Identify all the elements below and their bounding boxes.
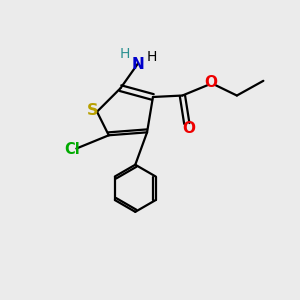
Text: H: H <box>120 47 130 61</box>
Text: O: O <box>205 75 218 90</box>
Text: N: N <box>132 57 145 72</box>
Text: Cl: Cl <box>64 142 80 158</box>
Text: S: S <box>87 103 98 118</box>
Text: O: O <box>182 121 195 136</box>
Text: H: H <box>146 50 157 64</box>
